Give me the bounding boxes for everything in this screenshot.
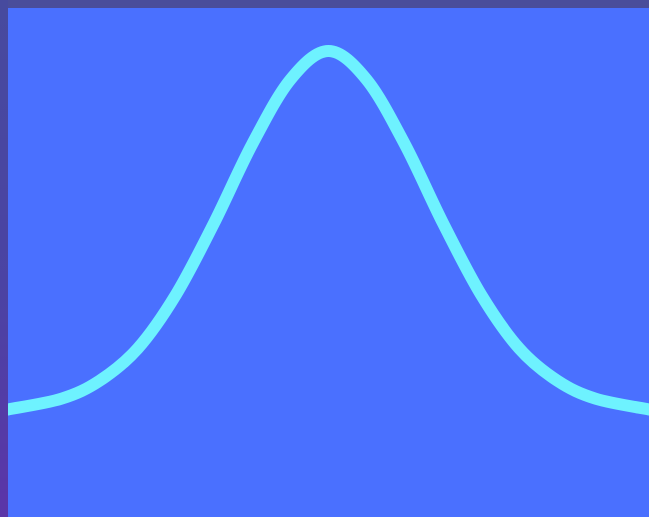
chart-svg xyxy=(8,8,649,517)
plot-background xyxy=(8,8,649,517)
window-left-border xyxy=(0,0,8,517)
plot-area xyxy=(8,8,649,517)
series-group xyxy=(8,45,649,416)
window-top-border xyxy=(0,0,649,8)
series-line-0 xyxy=(8,45,649,416)
